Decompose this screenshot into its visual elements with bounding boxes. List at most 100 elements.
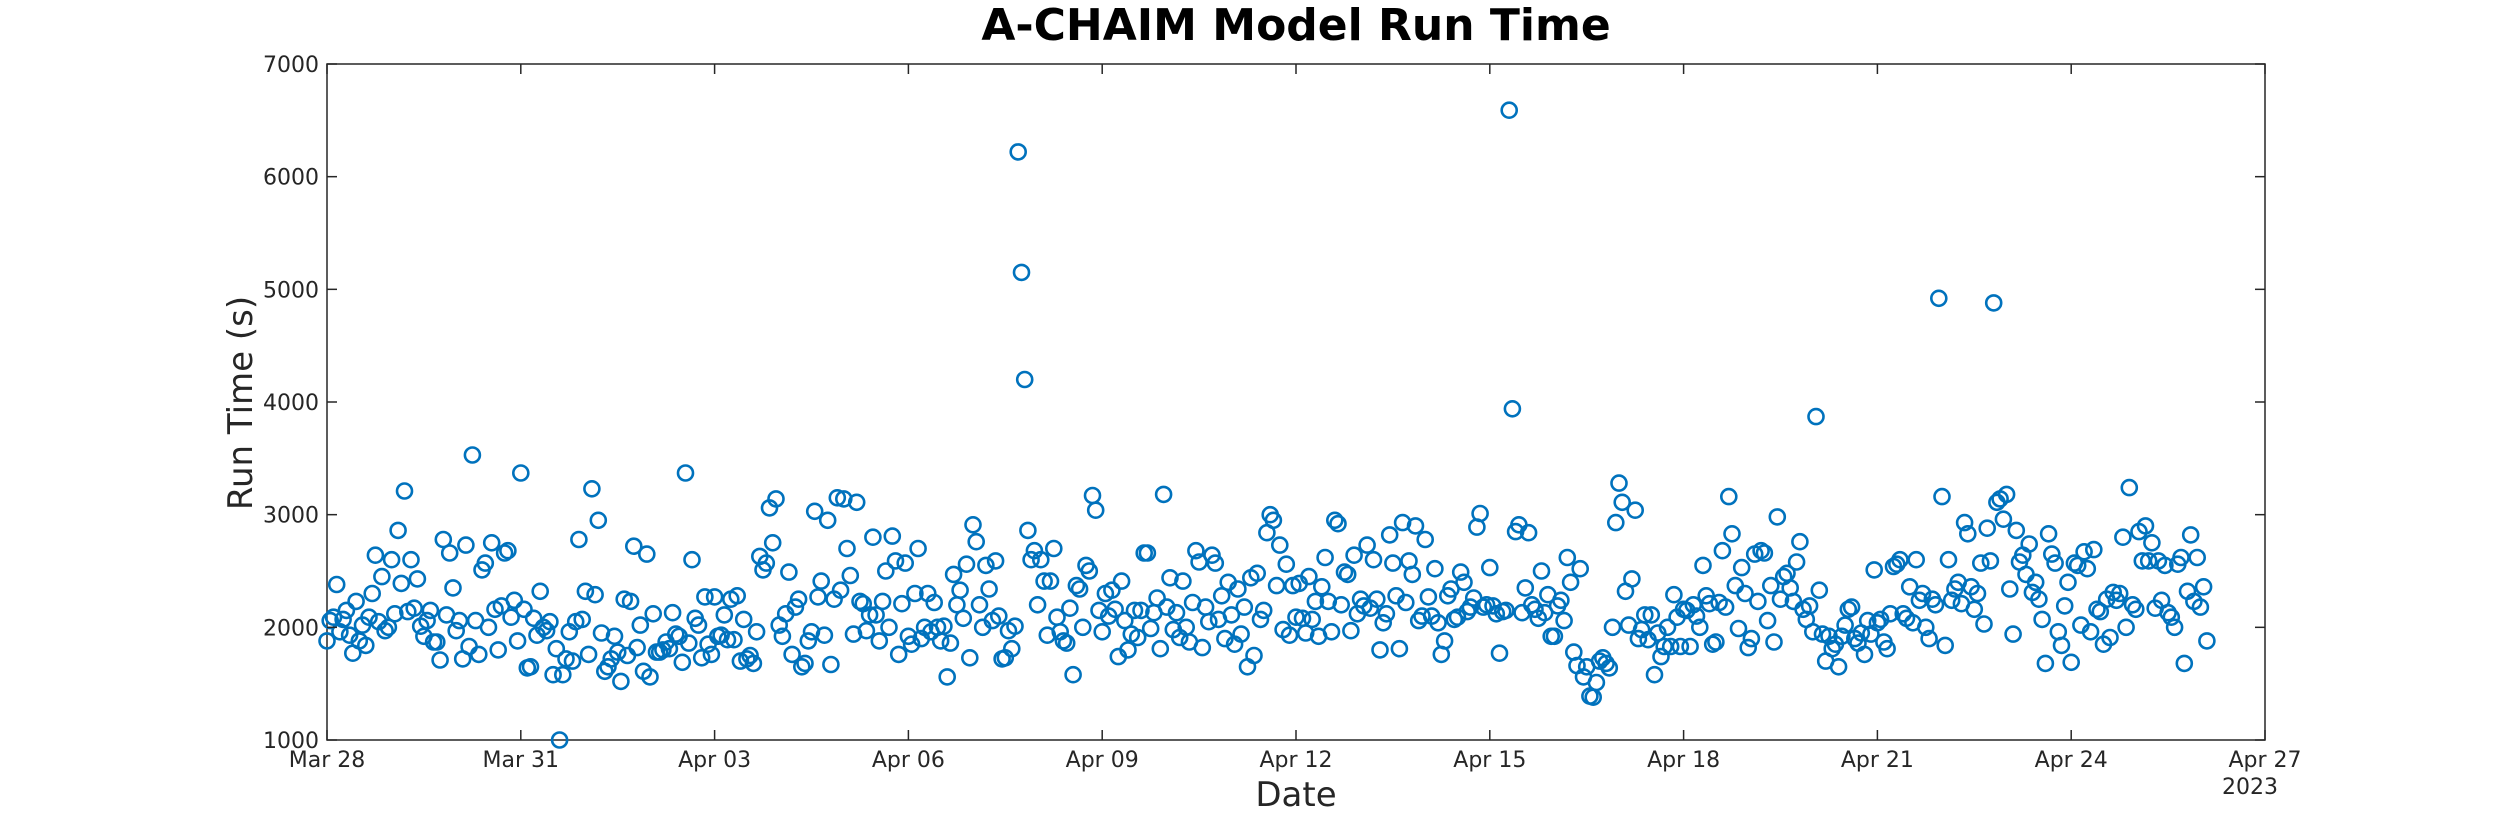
data-point: [1804, 622, 1822, 641]
data-point: [747, 622, 766, 641]
data-point: [1729, 619, 1748, 638]
data-point: [786, 598, 805, 616]
data-point: [1968, 584, 1987, 603]
data-point: [1403, 565, 1422, 584]
data-point: [1975, 615, 1993, 633]
data-point: [1762, 576, 1780, 595]
data-point: [1681, 637, 1699, 656]
data-point: [1158, 598, 1176, 616]
data-point: [2001, 580, 2019, 598]
data-point: [1842, 598, 1861, 616]
data-point: [1326, 511, 1344, 530]
data-point: [1532, 562, 1551, 580]
data-point: [605, 627, 624, 646]
data-point: [864, 528, 882, 547]
data-point: [1939, 550, 1958, 569]
data-point: [457, 536, 475, 554]
data-point: [925, 593, 944, 612]
data-point: [1878, 639, 1896, 658]
data-point: [1035, 572, 1053, 590]
data-point: [1196, 598, 1215, 616]
data-point: [573, 610, 592, 629]
x-tick-label: Apr 12: [1259, 748, 1332, 773]
data-point: [1661, 637, 1680, 656]
data-point: [1316, 548, 1334, 567]
data-point: [2026, 573, 2045, 592]
data-point: [2117, 618, 2135, 637]
data-point: [954, 609, 973, 628]
data-point: [893, 594, 911, 613]
data-point: [1070, 580, 1089, 598]
x-tick-label: Apr 24: [2035, 748, 2108, 773]
x-tick-label: Mar 31: [483, 748, 560, 773]
data-point: [1558, 548, 1577, 567]
data-point: [967, 532, 986, 551]
data-point: [1167, 603, 1186, 622]
data-point: [1868, 613, 1887, 632]
data-point: [1481, 558, 1499, 577]
data-point: [935, 617, 953, 636]
data-point: [1707, 633, 1725, 651]
data-point: [1416, 530, 1434, 549]
data-point: [1106, 600, 1124, 619]
data-point: [654, 641, 672, 659]
data-point: [1765, 633, 1783, 651]
data-point: [1419, 588, 1438, 606]
data-point: [444, 579, 462, 597]
data-point: [1154, 485, 1173, 504]
x-tick-label: Apr 27: [2228, 748, 2301, 773]
data-point: [1461, 598, 1480, 616]
data-point: [1103, 581, 1121, 600]
data-point: [337, 601, 356, 620]
data-point: [1623, 570, 1641, 588]
data-point: [524, 609, 543, 628]
data-point: [469, 645, 488, 664]
data-point: [1959, 524, 1977, 543]
data-point: [1955, 513, 1974, 532]
data-point: [382, 550, 401, 569]
data-point: [1768, 508, 1787, 526]
data-point: [789, 590, 808, 609]
data-point: [1855, 645, 1874, 664]
data-point: [1936, 636, 1954, 655]
data-point: [1671, 637, 1690, 656]
data-point: [1448, 608, 1467, 627]
data-point: [608, 643, 627, 661]
data-point: [1865, 561, 1883, 579]
data-point: [741, 646, 759, 665]
data-point: [1742, 629, 1761, 648]
data-point: [1413, 607, 1431, 625]
data-point: [1972, 554, 1990, 572]
data-point: [1067, 576, 1086, 595]
data-point: [2194, 577, 2213, 596]
data-point: [744, 654, 763, 673]
data-point: [2181, 526, 2200, 544]
y-axis: 1000 2000 3000 4000 5000 6000 7000: [263, 53, 2265, 754]
data-point: [1930, 289, 1948, 308]
data-point: [1791, 532, 1809, 551]
data-point: [1206, 554, 1225, 572]
data-point: [1752, 541, 1770, 560]
data-point: [563, 652, 582, 670]
data-point: [822, 655, 840, 674]
data-point: [570, 530, 588, 549]
data-point: [841, 566, 860, 585]
data-point: [815, 626, 834, 645]
data-point: [909, 539, 927, 558]
data-point: [1229, 580, 1247, 598]
data-point: [986, 552, 1005, 570]
data-point: [1636, 606, 1654, 624]
data-point: [1981, 552, 2000, 570]
data-point: [847, 493, 866, 512]
data-point: [2036, 654, 2055, 673]
data-point: [2120, 478, 2139, 497]
data-point: [1545, 627, 1564, 646]
data-point: [489, 641, 508, 659]
data-point: [1022, 550, 1040, 569]
data-point: [1732, 558, 1751, 577]
data-point: [2198, 632, 2216, 650]
data-point: [360, 608, 378, 627]
data-point: [2127, 600, 2145, 619]
data-point: [1587, 673, 1606, 692]
